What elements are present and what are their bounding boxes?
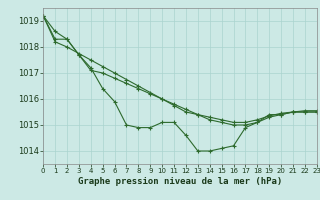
X-axis label: Graphe pression niveau de la mer (hPa): Graphe pression niveau de la mer (hPa) [78, 177, 282, 186]
